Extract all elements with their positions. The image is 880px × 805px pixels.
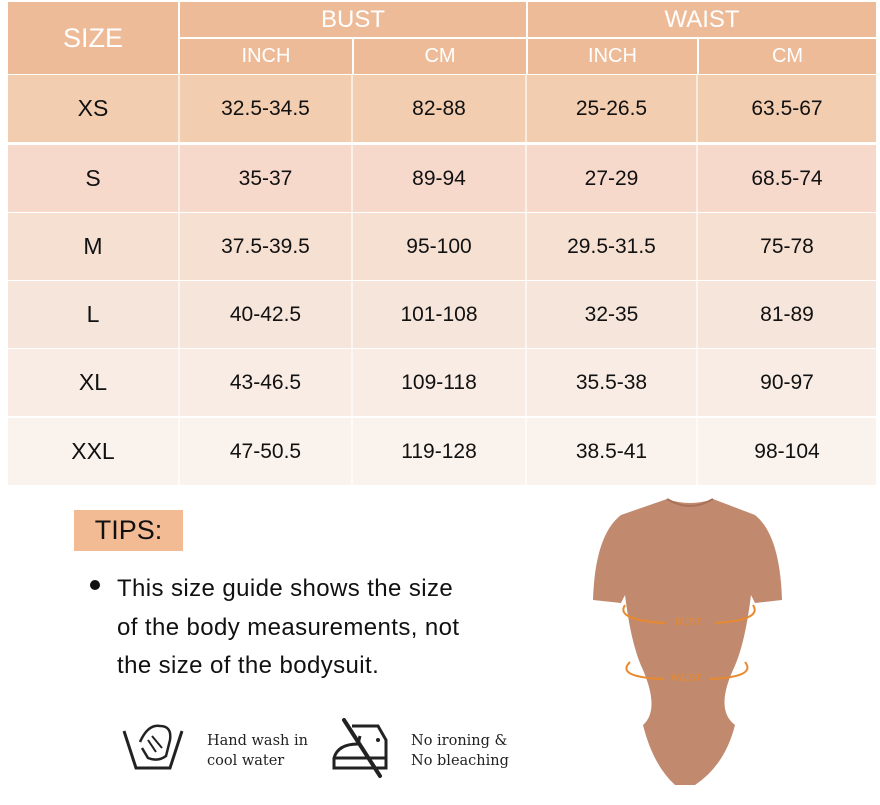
- value-cell: 109-118: [353, 349, 527, 416]
- value-cell: 27-29: [527, 145, 698, 212]
- value-cell: 119-128: [353, 418, 527, 485]
- value-cell: 32.5-34.5: [180, 75, 353, 142]
- bust-header: BUST: [180, 2, 526, 37]
- size-cell: XL: [8, 349, 180, 416]
- table-row: M 37.5-39.5 95-100 29.5-31.5 75-78: [8, 213, 876, 280]
- no-iron-text: No ironing & No bleaching: [411, 731, 509, 771]
- tips-line: the size of the bodysuit.: [117, 652, 380, 679]
- hand-wash-icon: [122, 724, 184, 770]
- value-cell: 35-37: [180, 145, 353, 212]
- tips-label: TIPS:: [74, 510, 183, 551]
- waist-header: WAIST: [528, 2, 876, 37]
- table-row: L 40-42.5 101-108 32-35 81-89: [8, 281, 876, 348]
- tips-line: of the body measurements, not: [117, 613, 460, 641]
- tips-line: This size guide shows the size: [117, 575, 454, 602]
- value-cell: 68.5-74: [751, 166, 823, 190]
- bust-label: BUST: [675, 618, 701, 628]
- value-cell: 29.5-31.5: [527, 213, 698, 280]
- value-cell: 37.5-39.5: [180, 213, 353, 280]
- table-row: S 35-37 89-94 27-29 68.5-74: [8, 145, 876, 212]
- care-line: No ironing &: [411, 733, 508, 749]
- hand-wash-text: Hand wash in cool water: [207, 731, 308, 771]
- bust-inch-header: INCH: [180, 39, 352, 74]
- value-cell: 75-78: [760, 234, 814, 258]
- value-cell: 35.5-38: [527, 349, 698, 416]
- table-row: XS 32.5-34.5 82-88 25-26.5 63.5-67: [8, 75, 876, 142]
- value-cell: 47-50.5: [180, 418, 353, 485]
- table-row: XL 43-46.5 109-118 35.5-38 90-97: [8, 349, 876, 416]
- waist-label: WAIST: [670, 674, 701, 684]
- value-cell: 43-46.5: [180, 349, 353, 416]
- value-cell: 98-104: [754, 439, 820, 463]
- waist-cm-header: CM: [699, 39, 876, 74]
- waist-inch-header: INCH: [528, 39, 697, 74]
- care-line: No bleaching: [411, 753, 509, 769]
- no-iron-icon: [332, 718, 388, 778]
- value-cell: 32-35: [527, 281, 698, 348]
- value-cell: 90-97: [760, 370, 814, 394]
- value-cell: 40-42.5: [180, 281, 353, 348]
- bodysuit-image: BUST WAIST: [593, 498, 782, 785]
- tips-text: This size guide shows the size of the bo…: [117, 570, 537, 686]
- value-cell: 82-88: [353, 75, 527, 142]
- size-cell: M: [8, 213, 180, 280]
- value-cell: 101-108: [353, 281, 527, 348]
- bust-cm-header: CM: [354, 39, 526, 74]
- value-cell: 38.5-41: [527, 418, 698, 485]
- care-line: cool water: [207, 753, 285, 769]
- value-cell: 89-94: [353, 145, 527, 212]
- care-line: Hand wash in: [207, 733, 308, 749]
- size-cell: XS: [8, 75, 180, 142]
- size-cell: S: [8, 145, 180, 212]
- value-cell: 63.5-67: [751, 96, 823, 120]
- size-cell: L: [8, 281, 180, 348]
- bullet-icon: [90, 580, 100, 590]
- value-cell: 81-89: [760, 302, 814, 326]
- size-header: SIZE: [8, 2, 178, 74]
- size-cell: XXL: [8, 418, 180, 485]
- value-cell: 95-100: [353, 213, 527, 280]
- value-cell: 25-26.5: [527, 75, 698, 142]
- table-row: XXL 47-50.5 119-128 38.5-41 98-104: [8, 418, 876, 485]
